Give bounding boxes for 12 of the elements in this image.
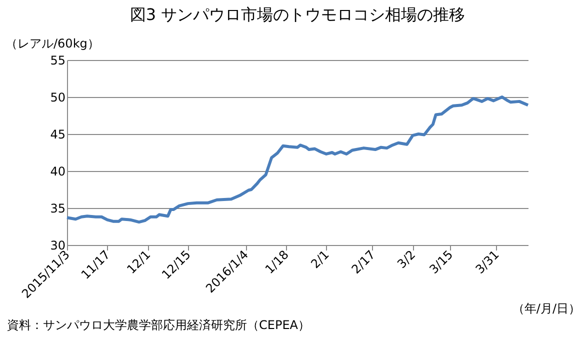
x-axis-title: （年/月/日） [512,302,580,316]
chart-title: 図3 サンパウロ市場のトウモロコシ相場の推移 [130,5,466,24]
y-tick-label: 55 [50,54,66,68]
x-tick-label: 3/2 [394,248,418,272]
y-axis-title: （レアル/60kg） [6,36,100,50]
y-tick-label: 50 [50,90,66,104]
y-tick-label: 40 [50,164,66,178]
line-series [66,96,530,224]
y-tick-label: 35 [50,202,66,216]
y-tick-label: 45 [50,128,66,142]
text: 資料：サンパウロ大学農学部応用経済研究所（CEPEA） [7,318,310,332]
x-tick-label: 2/1 [308,248,332,272]
